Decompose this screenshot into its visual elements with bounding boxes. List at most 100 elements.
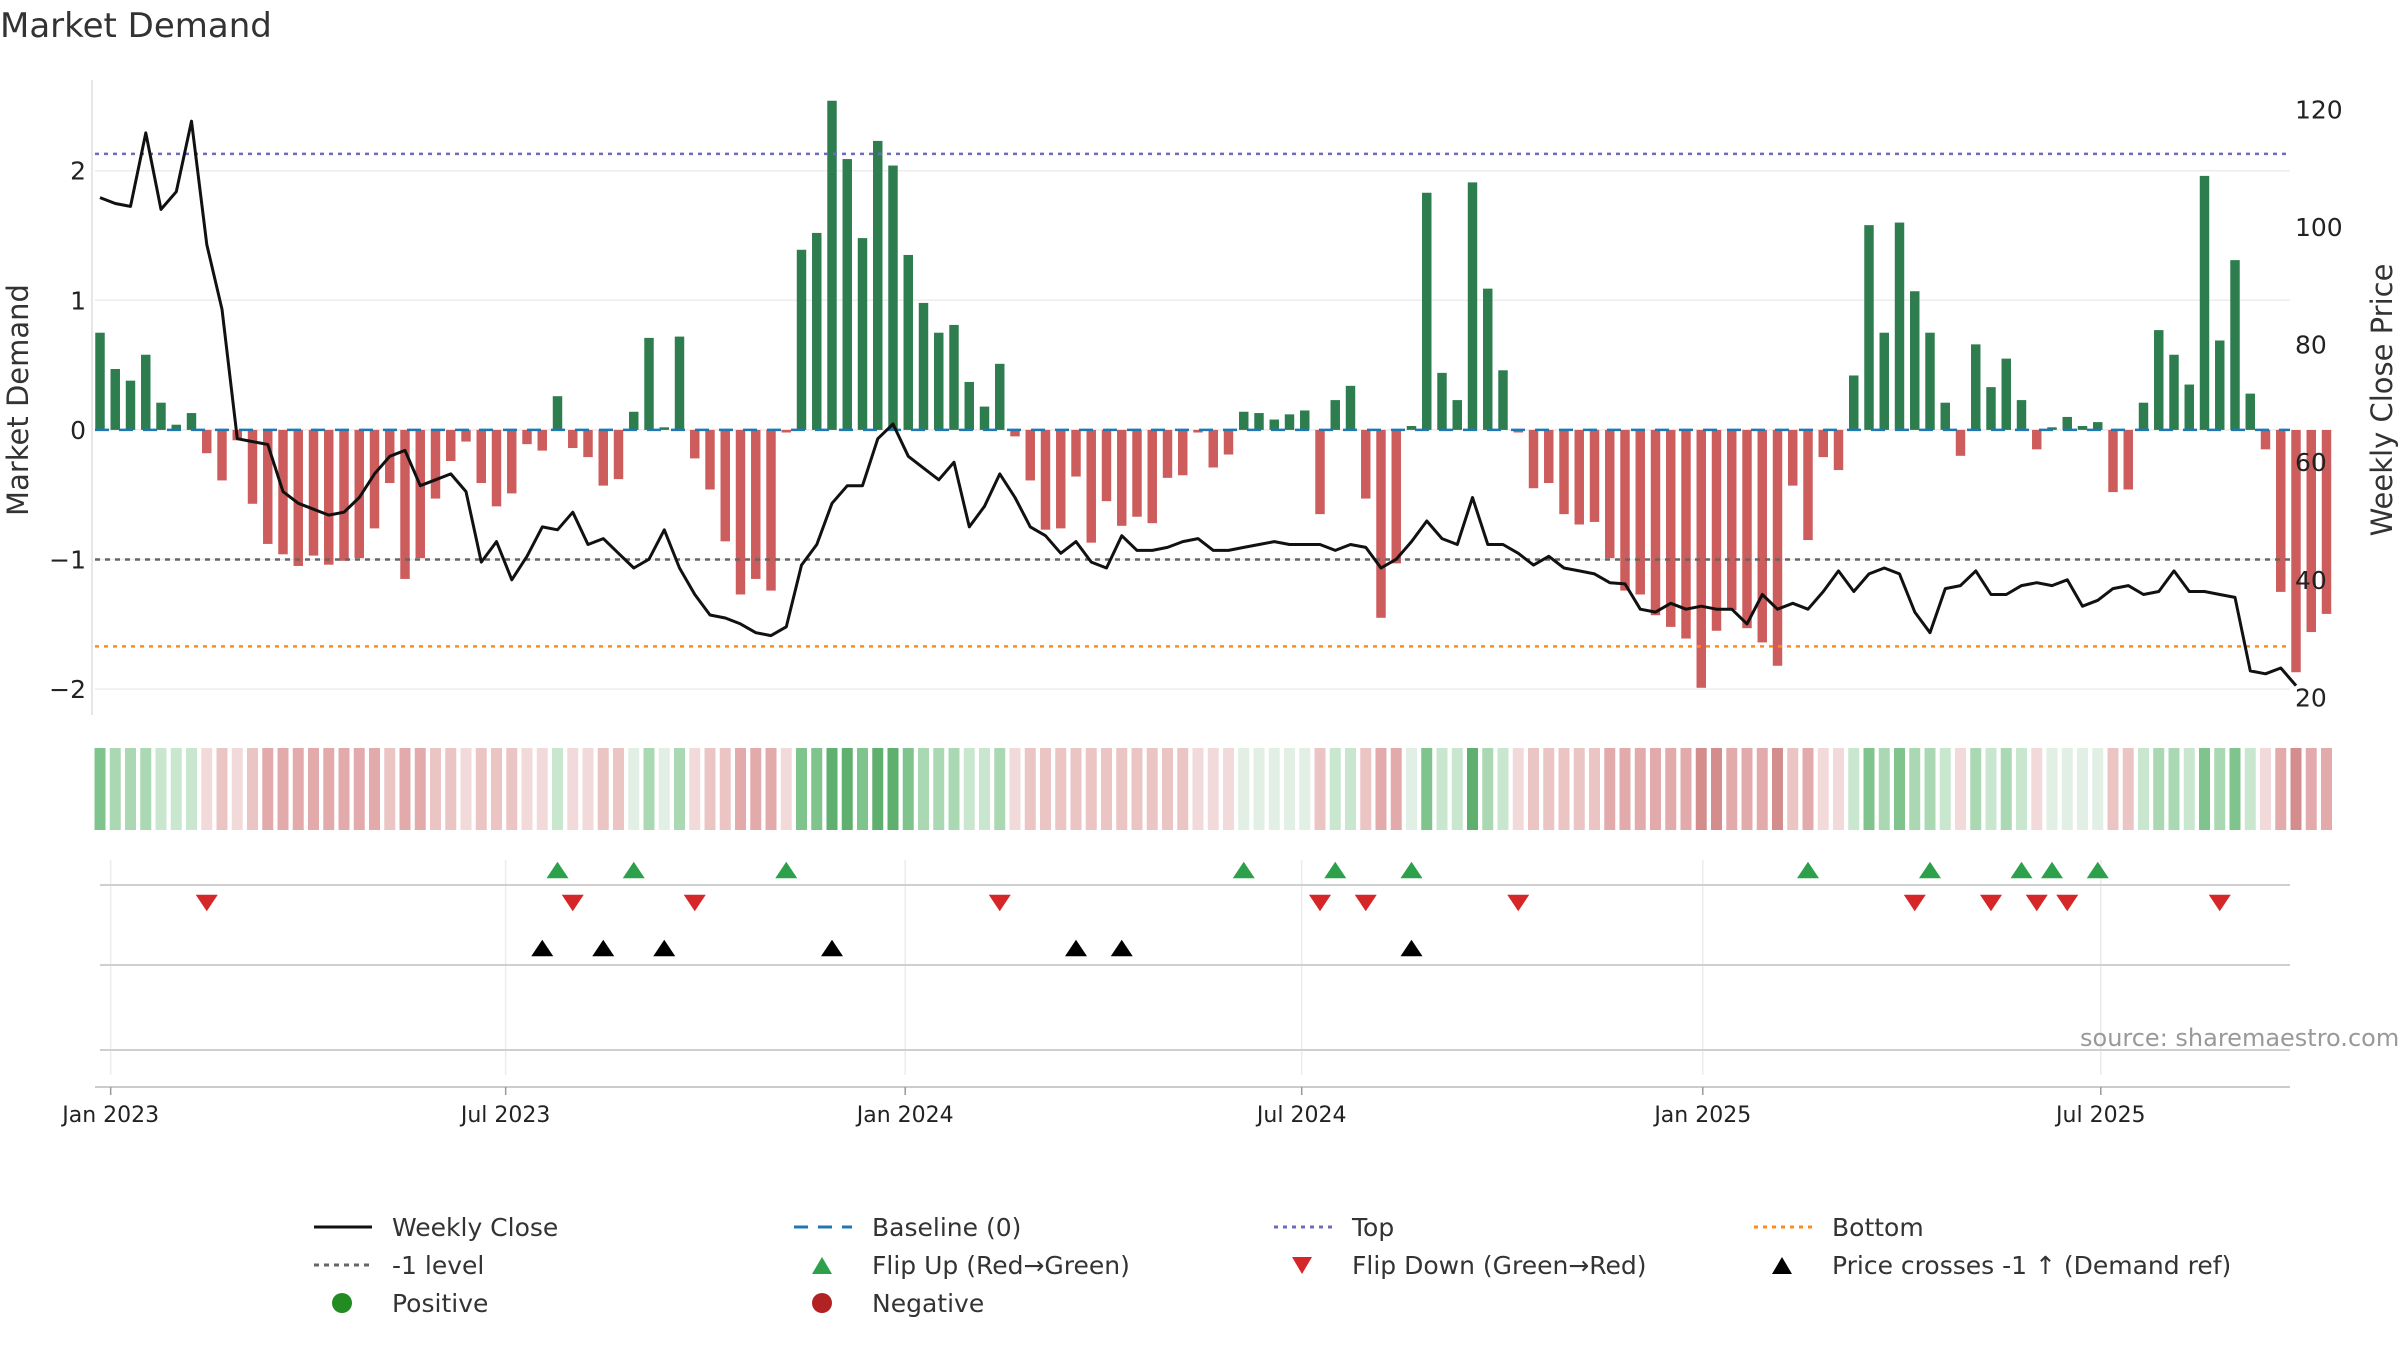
flip-up-marker — [775, 861, 798, 879]
heat-cell — [1756, 748, 1768, 830]
heat-cell — [1848, 748, 1860, 830]
heat-cell — [2321, 748, 2332, 830]
flip-up-marker — [1232, 861, 1255, 879]
heat-cell — [1177, 748, 1189, 830]
flip-up-marker — [1797, 861, 1819, 879]
demand-bar — [1452, 400, 1462, 430]
demand-bar — [873, 140, 883, 430]
demand-bar — [522, 429, 532, 445]
y-tick-label: 2 — [70, 157, 86, 186]
demand-bar — [1513, 429, 1523, 433]
demand-bar — [2184, 384, 2194, 430]
heat-cell — [597, 748, 609, 830]
heat-cell — [1787, 748, 1799, 830]
demand-bar — [796, 249, 807, 430]
price-cross-marker — [821, 939, 843, 957]
flip-up-marker — [2010, 861, 2033, 879]
demand-bar — [1940, 402, 1950, 430]
heat-cell — [1909, 748, 1921, 830]
demand-bar — [979, 406, 990, 430]
heat-cell — [1573, 748, 1585, 830]
heat-cell — [811, 748, 823, 830]
demand-bar — [1162, 429, 1173, 478]
heat-cell — [689, 748, 701, 830]
y2-tick-label: 120 — [2295, 95, 2343, 124]
demand-bar — [400, 429, 410, 579]
demand-bar — [2321, 429, 2332, 614]
heat-cell — [1878, 748, 1890, 830]
heat-cell — [1650, 748, 1661, 830]
demand-bar — [2062, 416, 2072, 430]
heat-cell — [2199, 748, 2210, 830]
demand-bar — [1803, 429, 1813, 541]
legend-item-flip-down: Flip Down (Green→Red) — [1270, 1248, 1647, 1282]
demand-bar — [1772, 429, 1783, 666]
legend-label: -1 level — [392, 1250, 485, 1280]
heat-cell — [1223, 748, 1234, 830]
demand-bar — [202, 429, 212, 454]
x-tick-label: Jan 2023 — [60, 1103, 159, 1128]
y2-tick-label: 20 — [2295, 683, 2327, 712]
heat-cell — [414, 748, 426, 830]
heat-cell — [628, 748, 640, 830]
demand-bar — [186, 413, 197, 430]
heat-cell — [582, 748, 594, 830]
demand-bar — [324, 429, 334, 565]
y2-tick-label: 40 — [2295, 566, 2327, 595]
demand-bar — [2215, 340, 2225, 430]
heat-cell — [262, 748, 274, 830]
legend-label: Positive — [392, 1288, 489, 1318]
demand-bar — [1193, 429, 1203, 433]
flip-up-marker — [622, 861, 645, 879]
heat-cell — [857, 748, 868, 830]
demand-bar — [95, 332, 105, 430]
demand-bar — [1605, 429, 1615, 559]
demand-bar — [842, 159, 852, 430]
demand-bar — [1788, 429, 1798, 486]
heat-cell — [1253, 748, 1265, 830]
heat-cell — [841, 748, 853, 830]
heat-cell — [2107, 748, 2119, 830]
demand-bar — [476, 429, 486, 484]
demand-bar — [888, 165, 898, 430]
demand-bar — [1376, 429, 1386, 618]
heat-cell — [2061, 748, 2073, 830]
demand-bar — [2169, 354, 2179, 430]
signal-panels — [100, 860, 2290, 1075]
demand-bar — [964, 381, 974, 430]
demand-bar — [2047, 427, 2057, 430]
demand-bar — [293, 429, 303, 566]
demand-bar — [1437, 372, 1447, 430]
x-tick-label: Jul 2024 — [1255, 1103, 1347, 1128]
heat-cell — [963, 748, 975, 830]
flip-up-marker — [546, 861, 569, 879]
heat-cell — [521, 748, 533, 830]
flip-up-marker — [1324, 861, 1347, 879]
heat-cell — [201, 748, 213, 830]
heat-cell — [323, 748, 335, 830]
heat-cell — [1589, 748, 1600, 830]
heat-cell — [109, 748, 121, 830]
heat-cell — [994, 748, 1006, 830]
heat-cell — [1558, 748, 1570, 830]
heat-cell — [475, 748, 487, 830]
demand-bars — [95, 100, 2332, 688]
legend-item-minus-one: -1 level — [310, 1248, 484, 1282]
heat-cell — [369, 748, 380, 830]
heat-cell — [1833, 748, 1844, 830]
demand-bar — [491, 429, 502, 507]
page-title: Market Demand — [0, 6, 272, 46]
heat-cell — [1619, 748, 1631, 830]
heat-cell — [1680, 748, 1692, 830]
heat-cell — [1985, 748, 1997, 830]
legend-item-cross: Price crosses -1 ↑ (Demand ref) — [1750, 1248, 2231, 1282]
demand-bar — [2291, 429, 2301, 673]
demand-bar — [918, 302, 929, 430]
heat-cell — [1604, 748, 1616, 830]
demand-bar — [1681, 429, 1691, 639]
heat-cell — [140, 748, 152, 830]
heat-cell — [613, 748, 624, 830]
heat-cell — [902, 748, 914, 830]
demand-bar — [2077, 426, 2088, 430]
demand-bar — [2093, 422, 2103, 430]
